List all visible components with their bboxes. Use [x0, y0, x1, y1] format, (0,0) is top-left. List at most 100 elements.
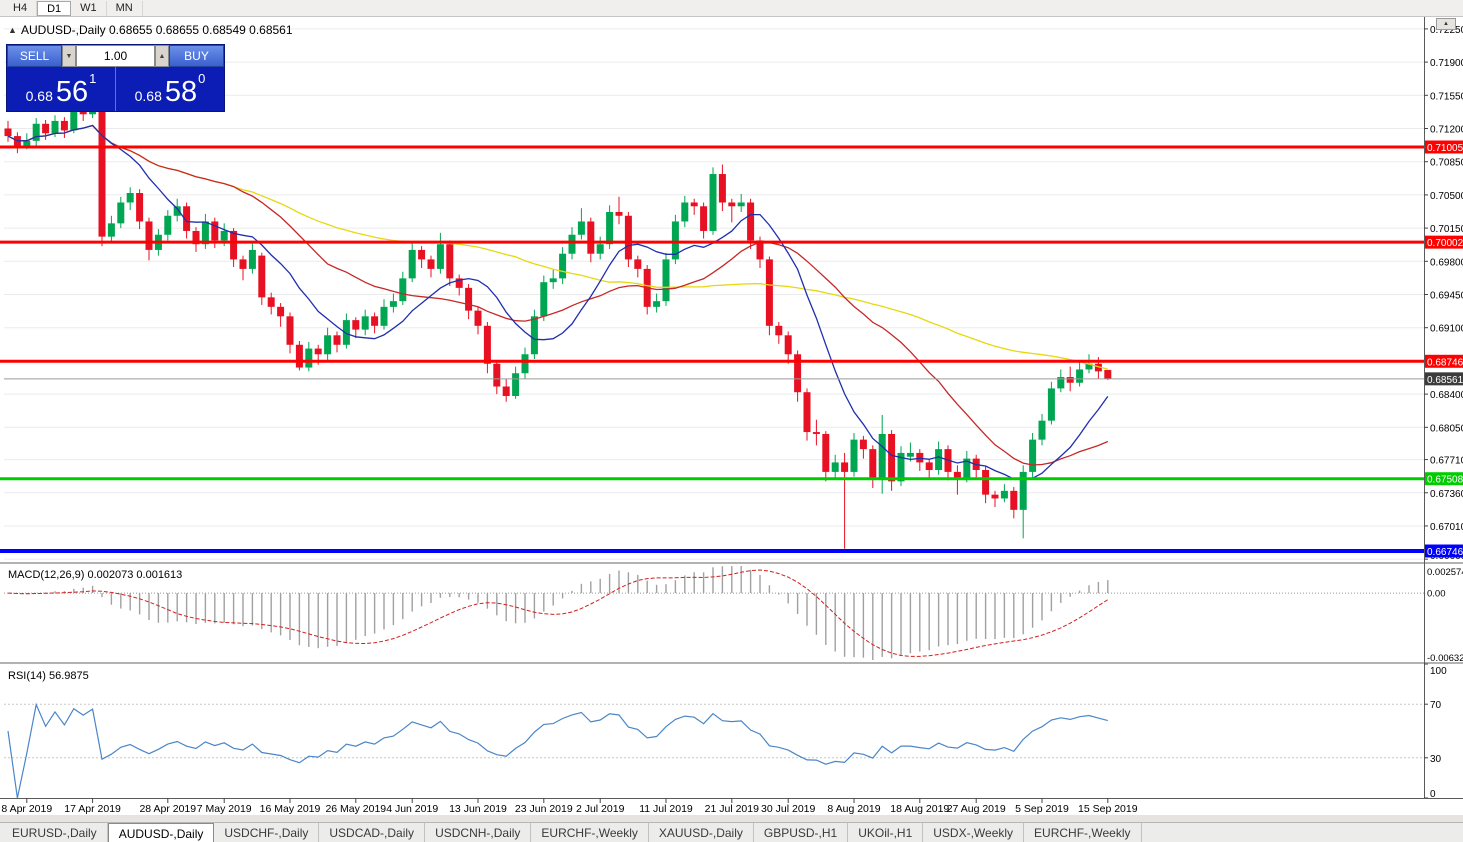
candle-body [60, 120, 68, 131]
horizontal-scrollbar[interactable] [0, 815, 1463, 822]
volume-increment-button[interactable]: ▲ [155, 45, 169, 67]
time-axis-label: 7 May 2019 [197, 803, 252, 815]
price-axis-label: 0.67710 [1430, 456, 1463, 467]
candle-body [483, 325, 491, 364]
chart-tab-usdchf-daily[interactable]: USDCHF-,Daily [214, 823, 320, 842]
trade-panel-quotes: 0.68 56 1 0.68 58 0 [7, 67, 224, 111]
price-axis-label: 0.69100 [1430, 324, 1463, 335]
candle-body [662, 259, 670, 302]
candle-body [709, 174, 717, 231]
price-badge-label: 0.68746 [1427, 357, 1463, 368]
candle-body [878, 433, 886, 478]
candle-body [784, 335, 792, 355]
buy-button[interactable]: BUY [169, 45, 224, 67]
timeframe-button-h4[interactable]: H4 [4, 0, 38, 16]
candle-body [1094, 363, 1102, 372]
candle-body [248, 249, 256, 269]
candle-body [314, 348, 322, 355]
candle-body [634, 259, 642, 269]
macd-axis-label: 0.002574 [1427, 567, 1463, 578]
sell-price-fraction: 1 [89, 71, 97, 86]
candle-body [51, 120, 59, 134]
candle-body [1047, 388, 1055, 421]
candle-body [700, 206, 708, 231]
candle-body [869, 449, 877, 478]
chart-tab-eurchf-weekly[interactable]: EURCHF-,Weekly [1024, 823, 1142, 842]
buy-price-pips: 58 [164, 76, 198, 109]
candle-body [136, 193, 144, 222]
candle-body [803, 392, 811, 433]
candle-body [371, 316, 379, 326]
timeframe-button-d1[interactable]: D1 [37, 0, 72, 16]
candle-body [587, 221, 595, 254]
price-badge [1425, 140, 1463, 154]
chart-tabs-bar: EURUSD-,Daily AUDUSD-,Daily USDCHF-,Daily U… [0, 822, 1463, 842]
chart-tab-usdcnh-daily[interactable]: USDCNH-,Daily [425, 823, 532, 842]
candle-body [305, 348, 313, 368]
chart-tab-ukoil-h1[interactable]: UKOil-,H1 [848, 823, 924, 842]
candle-body [568, 234, 576, 254]
candle-body [474, 310, 482, 326]
candle-body [1038, 420, 1046, 440]
candle-body [107, 223, 115, 237]
chart-tab-eurchf-weekly[interactable]: EURCHF-,Weekly [531, 823, 649, 842]
pane-separator [0, 562, 1463, 564]
candle-body [963, 458, 971, 478]
candle-body [455, 278, 463, 288]
candle-body [596, 244, 604, 254]
chart-tab-usdcad-daily[interactable]: USDCAD-,Daily [319, 823, 426, 842]
candle-body [1029, 439, 1037, 472]
rsi-axis-label: 100 [1430, 666, 1447, 677]
candle-body [361, 316, 369, 330]
candle-body [1085, 363, 1093, 370]
candle-body [126, 193, 134, 203]
candle-body [117, 202, 125, 224]
candle-body [1019, 471, 1027, 510]
candle-body [201, 221, 209, 245]
candle-body [747, 202, 755, 241]
candle-body [239, 259, 247, 269]
candle-body [399, 278, 407, 302]
candle-body [775, 325, 783, 336]
scroll-up-button[interactable]: ▲ [1436, 18, 1456, 30]
candle-body [794, 354, 802, 393]
volume-input[interactable]: 1.00 [76, 45, 155, 67]
chart-tab-audusd-daily[interactable]: AUDUSD-,Daily [107, 823, 215, 842]
candle-body [70, 107, 78, 131]
sell-price-big: 0.68 [25, 88, 53, 104]
chart-tab-xauusd-daily[interactable]: XAUUSD-,Daily [649, 823, 754, 842]
buy-price-big: 0.68 [134, 88, 162, 104]
candle-body [737, 202, 745, 207]
candle-body [502, 386, 510, 397]
candle-body [427, 259, 435, 269]
volume-decrement-button[interactable]: ▼ [62, 45, 76, 67]
candle-body [624, 215, 632, 260]
sell-button[interactable]: SELL [7, 45, 62, 67]
timeframe-button-mn[interactable]: MN [107, 0, 143, 16]
candle-body [690, 202, 698, 207]
candle-body [681, 202, 689, 222]
candle-body [982, 469, 990, 495]
macd-title: MACD(12,26,9) 0.002073 0.001613 [8, 569, 182, 581]
chart-tab-eurusd-daily[interactable]: EURUSD-,Daily [2, 823, 108, 842]
candle-body [916, 452, 924, 463]
price-axis-label: 0.71900 [1430, 58, 1463, 69]
macd-axis-label: -0.006326 [1427, 653, 1463, 664]
sell-price-display[interactable]: 0.68 56 1 [7, 67, 116, 111]
candle-body [230, 230, 238, 260]
chart-tab-usdx-weekly[interactable]: USDX-,Weekly [923, 823, 1025, 842]
time-axis-label: 23 Jun 2019 [515, 803, 573, 815]
time-axis-label: 18 Aug 2019 [890, 803, 949, 815]
price-badge [1425, 354, 1463, 368]
candle-body [333, 335, 341, 345]
rsi-axis-label: 70 [1430, 700, 1442, 711]
timeframe-button-w1[interactable]: W1 [71, 0, 107, 16]
candle-body [897, 452, 905, 482]
buy-price-display[interactable]: 0.68 58 0 [116, 67, 224, 111]
candle-body [1066, 377, 1074, 383]
candle-body [925, 462, 933, 470]
rsi-title: RSI(14) 56.9875 [8, 670, 89, 682]
candle-body [465, 287, 473, 311]
chart-tab-gbpusd-h1[interactable]: GBPUSD-,H1 [754, 823, 849, 842]
